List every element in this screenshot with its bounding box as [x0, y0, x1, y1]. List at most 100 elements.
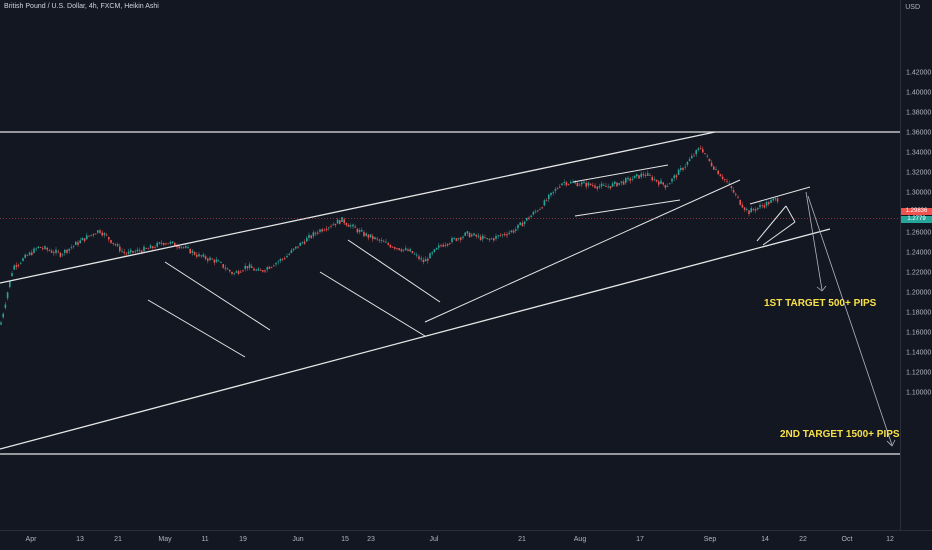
candle-body [55, 249, 57, 253]
candle-body [0, 322, 2, 325]
candle-body [356, 228, 359, 233]
candle-body [484, 237, 486, 239]
candle-body [605, 185, 607, 187]
candle-body [455, 238, 458, 241]
candle-body [653, 179, 656, 180]
candle-body [383, 241, 385, 243]
flag-left[interactable] [756, 205, 787, 242]
channel-aug-upper[interactable] [572, 164, 669, 183]
current-price-badge: 1.29836 [901, 208, 932, 215]
candle-body [169, 241, 172, 244]
trendline-july[interactable] [424, 179, 741, 323]
candle-body [28, 252, 31, 255]
candle-body [165, 243, 167, 245]
candle-body [156, 242, 158, 247]
candle-body [180, 246, 183, 248]
candle-body [378, 239, 381, 241]
candle-body [776, 198, 779, 202]
candle-body [576, 182, 579, 187]
candle-body [240, 271, 242, 273]
candle-body [328, 227, 330, 229]
candle-body [757, 207, 759, 210]
current-price-value: 1.29836 [905, 208, 928, 214]
ha-price-badge: 1.2779 [901, 216, 932, 223]
candle-body [253, 268, 255, 271]
candle-body [53, 252, 55, 254]
candle-body [288, 253, 290, 255]
candle-body [347, 224, 350, 227]
candle-body [411, 251, 414, 254]
candle-body [504, 234, 506, 236]
candle-body [497, 235, 499, 237]
candle-body [367, 234, 370, 238]
channel-aug-lower[interactable] [574, 199, 681, 217]
channel-may-upper[interactable] [164, 261, 271, 331]
candle-body [728, 183, 730, 185]
channel-sep-upper[interactable] [749, 186, 811, 205]
candle-body [352, 224, 354, 227]
candle-body [24, 254, 26, 258]
candle-body [651, 176, 653, 181]
candle-body [262, 270, 264, 272]
candle-body [772, 198, 774, 201]
candle-body [317, 232, 319, 234]
candle-body [314, 232, 317, 234]
price-tick-label: 1.18000 [906, 310, 931, 317]
candle-body [532, 212, 535, 215]
channel-may-lower[interactable] [147, 299, 246, 358]
candle-body [72, 245, 75, 247]
candle-body [453, 237, 455, 239]
candle-body [248, 264, 251, 268]
candle-body [587, 182, 590, 186]
time-tick-label: 17 [636, 536, 644, 543]
candle-body [486, 237, 488, 239]
candle-body [699, 147, 702, 149]
price-tick-label: 1.32000 [906, 170, 931, 177]
channel-lower-line[interactable] [0, 228, 831, 450]
channel-june-lower[interactable] [319, 271, 426, 337]
candle-body [449, 243, 451, 245]
candle-body [581, 182, 583, 185]
candle-body [299, 242, 301, 246]
candle-body [70, 247, 73, 249]
candle-body [231, 272, 233, 274]
candle-body [174, 242, 176, 247]
candle-body [114, 244, 117, 246]
candle-body [46, 247, 48, 250]
candle-body [6, 292, 9, 299]
candle-body [13, 265, 15, 270]
candle-body [570, 181, 572, 184]
candle-body [649, 175, 651, 176]
candle-body [567, 183, 570, 185]
target1-arrow[interactable] [805, 191, 823, 291]
price-tick-label: 1.26000 [906, 230, 931, 237]
candle-body [341, 217, 343, 222]
channel-upper-line[interactable] [0, 131, 716, 284]
candle-body [235, 271, 238, 273]
price-tick-label: 1.14000 [906, 350, 931, 357]
candle-body [163, 243, 165, 245]
candle-body [534, 211, 537, 213]
candle-body [468, 232, 471, 238]
target2-arrow[interactable] [807, 195, 893, 446]
candle-body [209, 257, 211, 260]
candle-body [563, 182, 565, 183]
candle-body [99, 230, 101, 233]
candle-body [369, 234, 372, 238]
candle-body [108, 236, 110, 240]
candle-body [724, 179, 726, 181]
price-tick-label: 1.40000 [906, 90, 931, 97]
candle-body [442, 244, 444, 247]
flag-right[interactable] [785, 205, 796, 223]
candle-body [644, 174, 647, 176]
candle-body [259, 270, 262, 271]
candle-body [416, 254, 418, 256]
channel-june-upper[interactable] [347, 239, 441, 303]
candle-body [286, 256, 288, 258]
flag-bottom[interactable] [762, 221, 796, 246]
time-tick-label: 15 [341, 536, 349, 543]
candle-body [242, 270, 244, 272]
candle-body [433, 249, 436, 253]
candle-body [466, 231, 469, 234]
